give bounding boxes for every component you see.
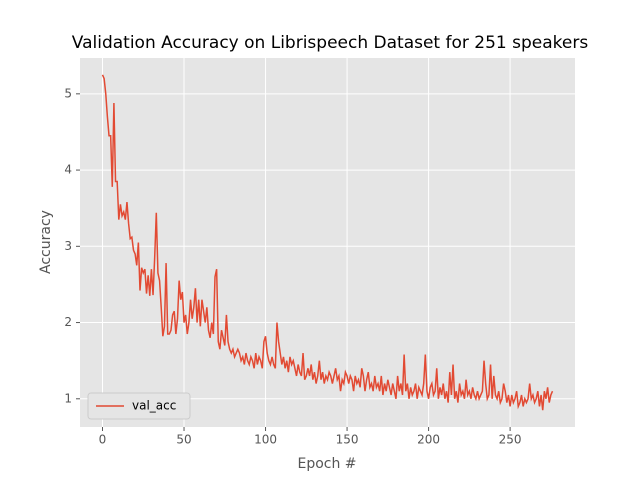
x-tick-label: 0 [99, 433, 107, 447]
y-tick-label: 4 [64, 163, 72, 177]
y-tick-label: 2 [64, 315, 72, 329]
x-tick-label: 250 [499, 433, 522, 447]
chart-title: Validation Accuracy on Librispeech Datas… [72, 33, 589, 53]
legend-label: val_acc [132, 399, 176, 413]
plot-area [80, 58, 575, 427]
data-line [101, 74, 554, 411]
x-tick-label: 150 [336, 433, 359, 447]
legend-box [87, 392, 191, 420]
y-tick-label: 5 [64, 86, 72, 100]
x-tick-label: 200 [417, 433, 440, 447]
y-axis-label: Accuracy [38, 210, 54, 274]
y-tick-label: 1 [64, 391, 72, 405]
y-tick-label: 3 [64, 239, 72, 253]
x-tick-label: 100 [254, 433, 277, 447]
x-axis-label: Epoch # [297, 456, 356, 472]
x-tick-label: 50 [176, 433, 191, 447]
